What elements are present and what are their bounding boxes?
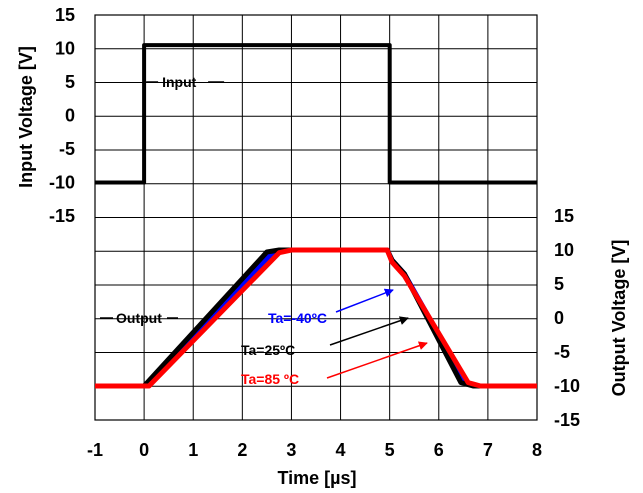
ta-25-label: Ta=25ºC (241, 342, 295, 358)
left-y-axis-label: Input Voltage [V] (16, 46, 36, 188)
x-tick-label: 5 (385, 440, 395, 460)
series-line-output (95, 247, 537, 389)
series-line-input (95, 43, 537, 185)
x-tick-label: -1 (87, 440, 103, 460)
right-y-tick-label: 5 (554, 274, 564, 294)
right-y-tick-label: -5 (554, 342, 570, 362)
left-y-tick-label: 0 (65, 106, 75, 126)
right-y-axis-label: Output Voltage [V] (609, 240, 629, 397)
annotations: Input Output Ta=-40ºC Ta=25ºC Ta=85 ºC (100, 74, 428, 387)
series-layer (95, 43, 537, 389)
left-y-tick-label: -10 (49, 173, 75, 193)
x-tick-label: 2 (237, 440, 247, 460)
ta-85-arrow (326, 341, 428, 379)
right-y-tick-label: -15 (554, 410, 580, 430)
left-y-tick-label: 5 (65, 72, 75, 92)
x-tick-label: 1 (188, 440, 198, 460)
left-y-tick-label: 15 (55, 5, 75, 25)
ta-25-arrow (329, 316, 409, 346)
x-axis-label: Time [µs] (277, 468, 356, 488)
x-tick-label: 3 (286, 440, 296, 460)
output-annotation: Output (116, 310, 162, 326)
x-tick-label: 8 (532, 440, 542, 460)
ta-85-label: Ta=85 ºC (241, 371, 299, 387)
right-y-tick-label: 10 (554, 240, 574, 260)
left-y-tick-label: 10 (55, 39, 75, 59)
x-tick-label: 4 (336, 440, 346, 460)
left-y-tick-label: -15 (49, 206, 75, 226)
x-tick-label: 6 (434, 440, 444, 460)
input-annotation: Input (162, 74, 197, 90)
right-y-tick-label: 0 (554, 308, 564, 328)
left-y-tick-label: -5 (59, 139, 75, 159)
right-y-tick-label: 15 (554, 206, 574, 226)
right-y-tick-label: -10 (554, 376, 580, 396)
x-tick-label: 0 (139, 440, 149, 460)
ta-minus40-label: Ta=-40ºC (268, 310, 327, 326)
x-tick-label: 7 (483, 440, 493, 460)
ta-minus40-arrow (335, 288, 394, 313)
